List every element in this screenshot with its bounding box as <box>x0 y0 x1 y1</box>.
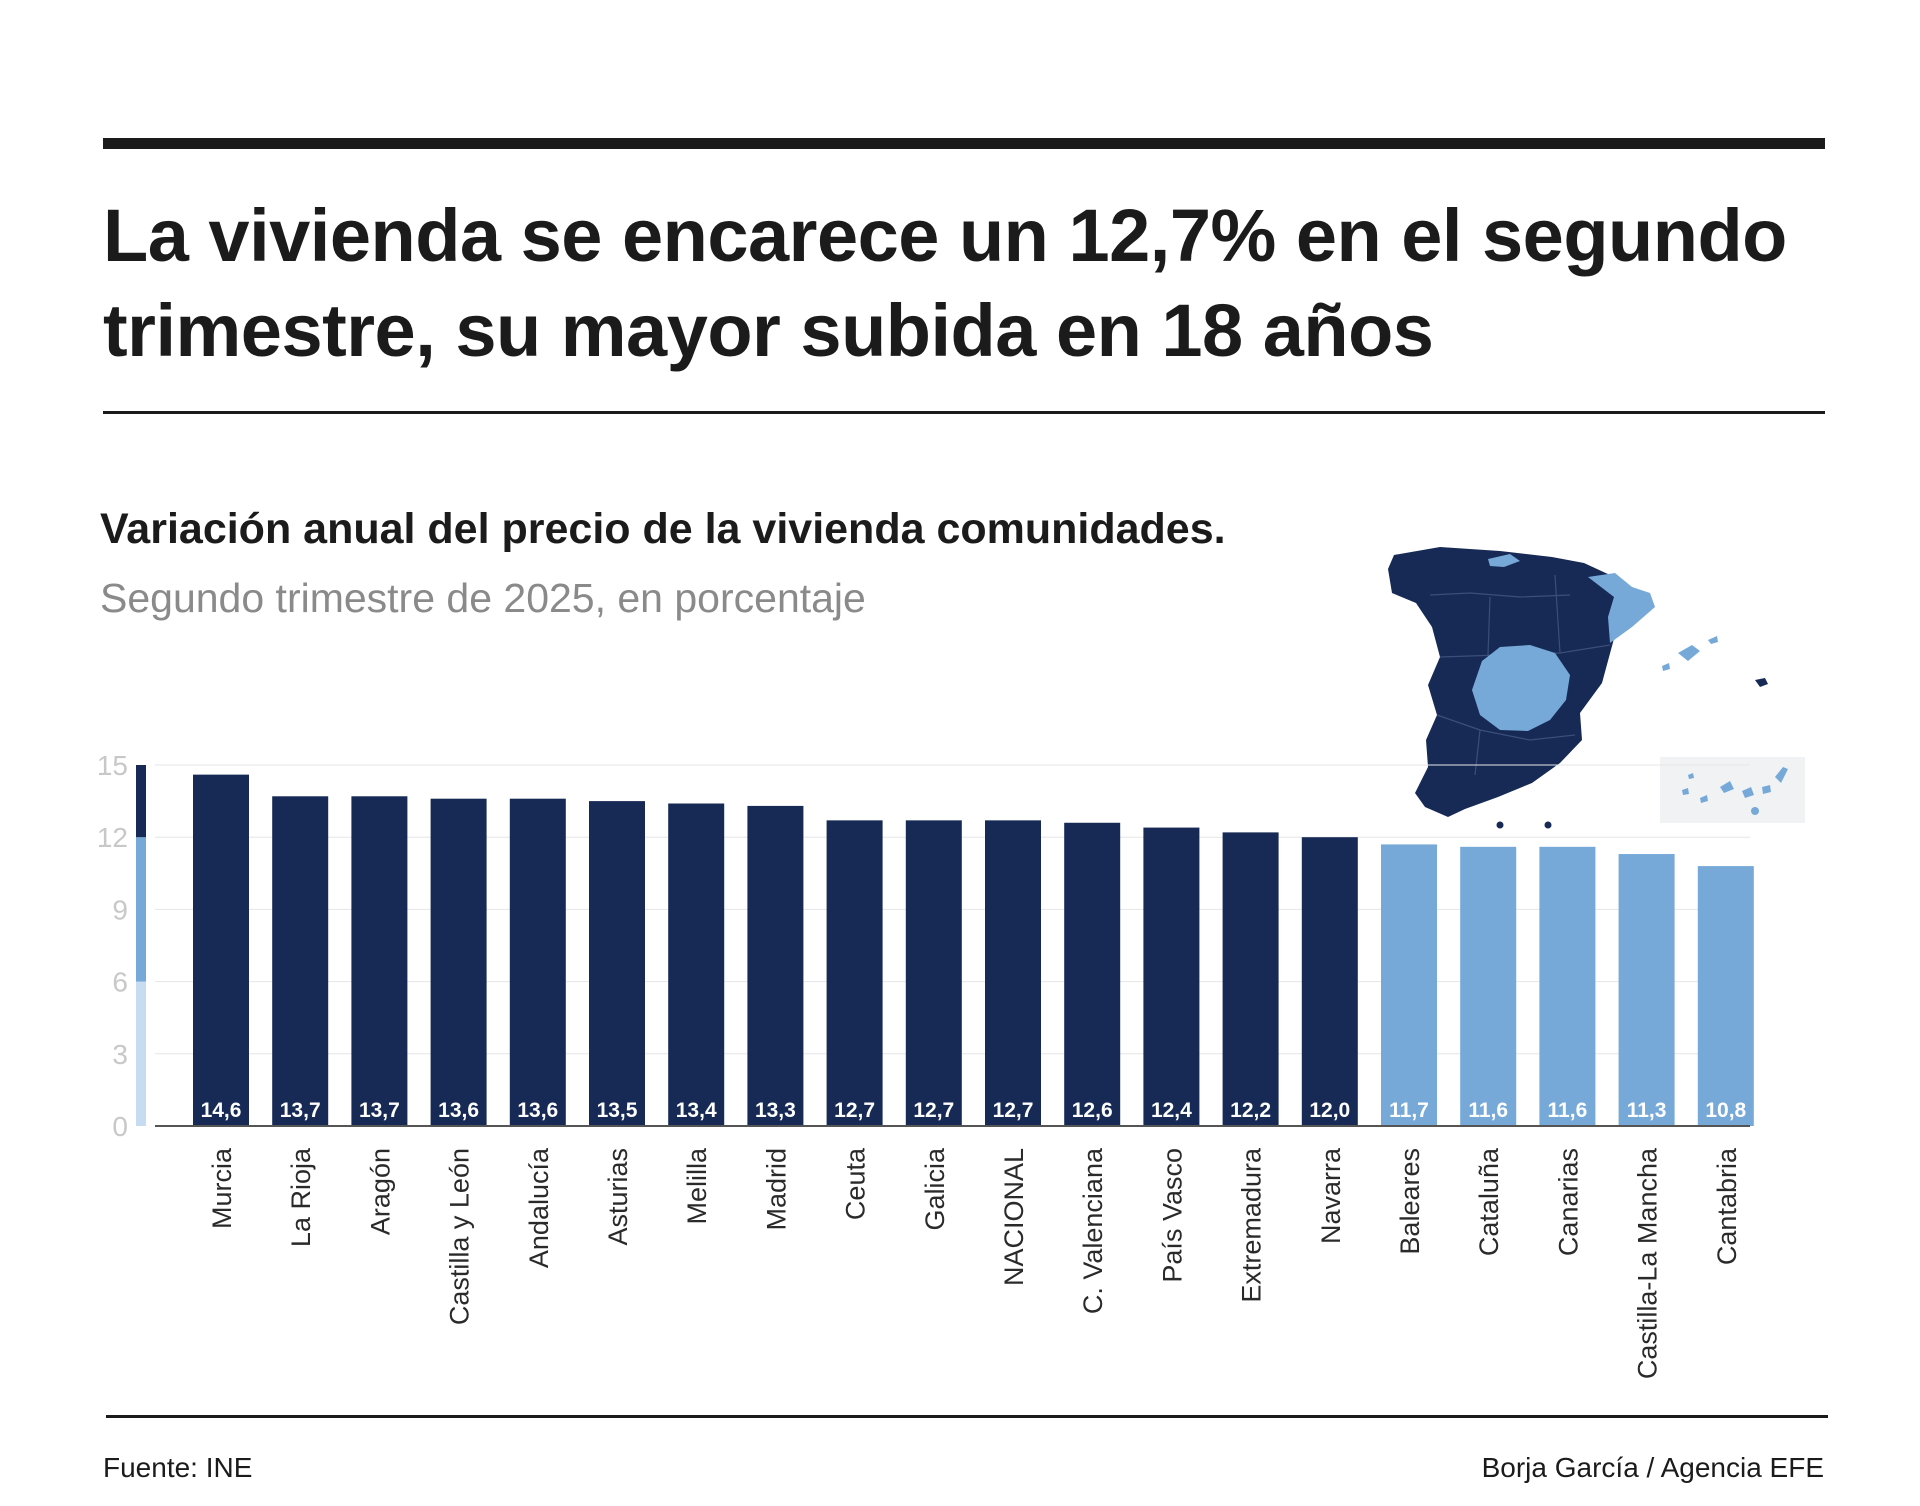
bar-chart: 0 3 6 9 12 15 14,6 Murcia 13,7 La Rioja 13,7 Aragón… <box>97 750 1754 1379</box>
bar <box>509 798 566 1126</box>
bar <box>747 805 804 1126</box>
bar-value-label: 12,6 <box>1072 1099 1113 1122</box>
y-tick-label: 6 <box>112 967 128 998</box>
x-category-label: Extremadura <box>1237 1147 1267 1303</box>
bar-value-label: 13,3 <box>755 1099 796 1122</box>
bar-value-label: 13,4 <box>676 1099 717 1122</box>
bar-value-label: 11,3 <box>1627 1099 1667 1122</box>
chart-title: Variación anual del precio de la viviend… <box>100 505 1226 553</box>
bar-value-label: 12,7 <box>834 1099 875 1122</box>
x-category-label: NACIONAL <box>999 1148 1029 1286</box>
bar <box>668 803 725 1126</box>
bar-value-label: 12,4 <box>1151 1099 1192 1122</box>
bar <box>1143 827 1200 1126</box>
ceuta-dot <box>1496 821 1504 829</box>
bar-value-label: 14,6 <box>201 1099 242 1122</box>
bar <box>1539 846 1596 1126</box>
x-category-label: Aragón <box>365 1148 395 1235</box>
bar <box>1460 846 1517 1126</box>
x-category-label: País Vasco <box>1157 1148 1187 1283</box>
bar <box>193 774 249 1126</box>
bar <box>1222 832 1279 1126</box>
bar <box>1301 837 1358 1126</box>
y-tick-label: 12 <box>97 822 128 853</box>
bar-value-label: 11,7 <box>1389 1099 1429 1122</box>
top-rule <box>103 138 1825 149</box>
x-category-label: Navarra <box>1316 1147 1346 1244</box>
bar-value-label: 12,7 <box>993 1099 1034 1122</box>
x-category-label: Castilla-La Mancha <box>1633 1147 1663 1379</box>
color-scale-low <box>136 981 146 1126</box>
bar-value-label: 13,6 <box>517 1099 558 1122</box>
x-category-label: Galicia <box>920 1147 950 1231</box>
bar-value-label: 11,6 <box>1468 1099 1508 1122</box>
canarias-inset <box>1660 757 1805 823</box>
bar <box>430 798 487 1126</box>
x-category-label: Ceuta <box>841 1147 871 1220</box>
x-category-label: Castilla y León <box>445 1148 475 1325</box>
x-category-label: La Rioja <box>286 1147 316 1247</box>
melilla-dot <box>1544 821 1552 829</box>
bar-value-label: 12,7 <box>913 1099 954 1122</box>
bar-value-label: 13,7 <box>280 1099 321 1122</box>
y-tick-label: 9 <box>112 894 128 925</box>
bar <box>1697 866 1754 1126</box>
bar-value-label: 13,6 <box>438 1099 479 1122</box>
page-title: La vivienda se encarece un 12,7% en el s… <box>103 194 1787 372</box>
bar-value-label: 12,0 <box>1309 1099 1350 1122</box>
bar <box>351 796 408 1126</box>
chart-subtitle: Segundo trimestre de 2025, en porcentaje <box>100 575 866 621</box>
y-tick-label: 0 <box>112 1111 128 1142</box>
bar-value-label: 13,5 <box>597 1099 638 1122</box>
light-regions <box>1472 554 1718 731</box>
x-category-label: Asturias <box>603 1148 633 1246</box>
y-tick-label: 3 <box>112 1039 128 1070</box>
spain-map <box>1388 547 1805 829</box>
x-category-label: Cataluña <box>1474 1147 1504 1256</box>
x-category-label: Murcia <box>207 1147 237 1229</box>
bottom-rule <box>106 1415 1828 1418</box>
bar <box>826 820 883 1126</box>
bar <box>1618 854 1675 1126</box>
x-category-label: Canarias <box>1553 1148 1583 1256</box>
x-category-label: Cantabria <box>1712 1147 1742 1265</box>
credit: Borja García / Agencia EFE <box>1481 1452 1824 1483</box>
bar <box>589 801 645 1126</box>
bar <box>985 820 1041 1126</box>
source-note: Fuente: INE <box>103 1452 253 1483</box>
x-category-label: Melilla <box>682 1147 712 1225</box>
bar-value-label: 10,8 <box>1705 1099 1746 1122</box>
bar-value-label: 11,6 <box>1548 1099 1588 1122</box>
bar <box>905 820 962 1126</box>
bar <box>1381 844 1437 1126</box>
bar-value-label: 12,2 <box>1230 1099 1271 1122</box>
bar-value-label: 13,7 <box>359 1099 400 1122</box>
y-tick-label: 15 <box>97 750 128 781</box>
color-scale-high <box>136 765 146 838</box>
bar <box>272 796 329 1126</box>
x-category-label: Madrid <box>761 1148 791 1231</box>
x-category-label: C. Valenciana <box>1078 1147 1108 1314</box>
x-category-label: Andalucía <box>524 1147 554 1268</box>
color-scale-mid <box>136 837 146 982</box>
separator-rule <box>103 411 1825 414</box>
bar <box>1064 822 1121 1126</box>
x-category-label: Baleares <box>1395 1148 1425 1255</box>
